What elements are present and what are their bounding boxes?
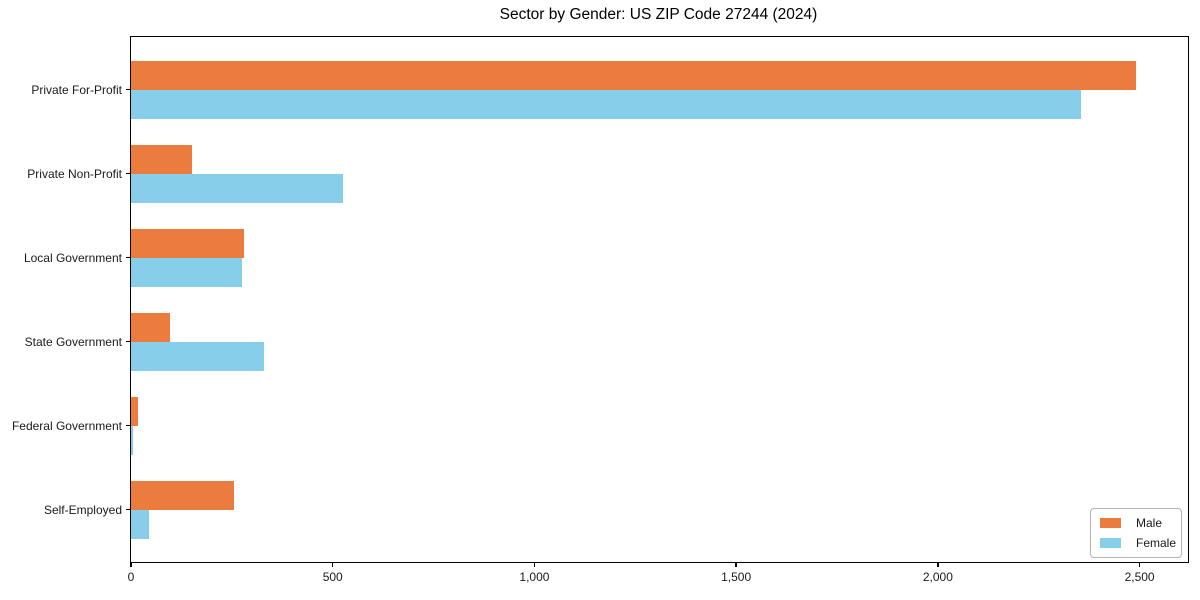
bar-male-private-for-profit <box>131 60 1136 90</box>
bar-male-local-government <box>131 228 244 258</box>
x-tick-1000 <box>533 562 536 567</box>
category-label-local-government: Local Government <box>23 250 122 265</box>
x-tick-1500 <box>735 562 737 567</box>
bar-male-private-non-profit <box>131 144 192 174</box>
x-tick-label-1000: 1,000 <box>519 570 550 584</box>
x-tick-label-0: 0 <box>127 570 135 584</box>
chart-title: Sector by Gender: US ZIP Code 27244 (202… <box>499 6 818 23</box>
category-label-private-for-profit: Private For-Profit <box>31 82 122 97</box>
y-tick-state-government <box>126 340 131 343</box>
legend-swatch-female <box>1100 538 1121 548</box>
x-tick-label-2500: 2,500 <box>1124 570 1155 584</box>
y-tick-federal-government <box>126 424 131 427</box>
legend-swatch-male <box>1100 518 1121 528</box>
y-tick-local-government <box>126 256 131 259</box>
legend-label-male: Male <box>1136 516 1163 530</box>
bar-female-local-government <box>131 257 242 287</box>
x-tick-label-2000: 2,000 <box>922 570 953 584</box>
x-tick-2500 <box>1138 562 1141 567</box>
x-tick-label-500: 500 <box>322 570 343 584</box>
bar-male-state-government <box>131 312 171 342</box>
bar-female-state-government <box>131 341 265 371</box>
legend: Male Female <box>1090 508 1182 558</box>
bar-male-self-employed <box>131 480 234 510</box>
bar-female-private-non-profit <box>131 173 343 203</box>
legend-label-female: Female <box>1136 536 1177 550</box>
x-tick-2000 <box>937 562 939 567</box>
y-tick-self-employed <box>126 508 131 511</box>
x-tick-0 <box>130 562 132 567</box>
bar-female-self-employed <box>131 509 150 539</box>
bar-male-federal-government <box>131 396 138 426</box>
category-label-self-employed: Self-Employed <box>43 502 122 517</box>
legend-item-male: Male <box>1100 514 1172 532</box>
legend-item-female: Female <box>1100 534 1176 552</box>
x-tick-label-1500: 1,500 <box>721 570 752 584</box>
y-tick-private-for-profit <box>126 88 131 91</box>
x-tick-500 <box>331 562 334 567</box>
category-label-private-non-profit: Private Non-Profit <box>27 166 122 181</box>
category-label-federal-government: Federal Government <box>11 418 122 433</box>
bar-female-federal-government <box>131 425 133 455</box>
bar-female-private-for-profit <box>131 89 1082 119</box>
y-tick-private-non-profit <box>126 172 131 175</box>
plot-area: Private For-Profit Private Non-Profit Loca… <box>12 36 1189 584</box>
category-label-state-government: State Government <box>24 334 122 349</box>
